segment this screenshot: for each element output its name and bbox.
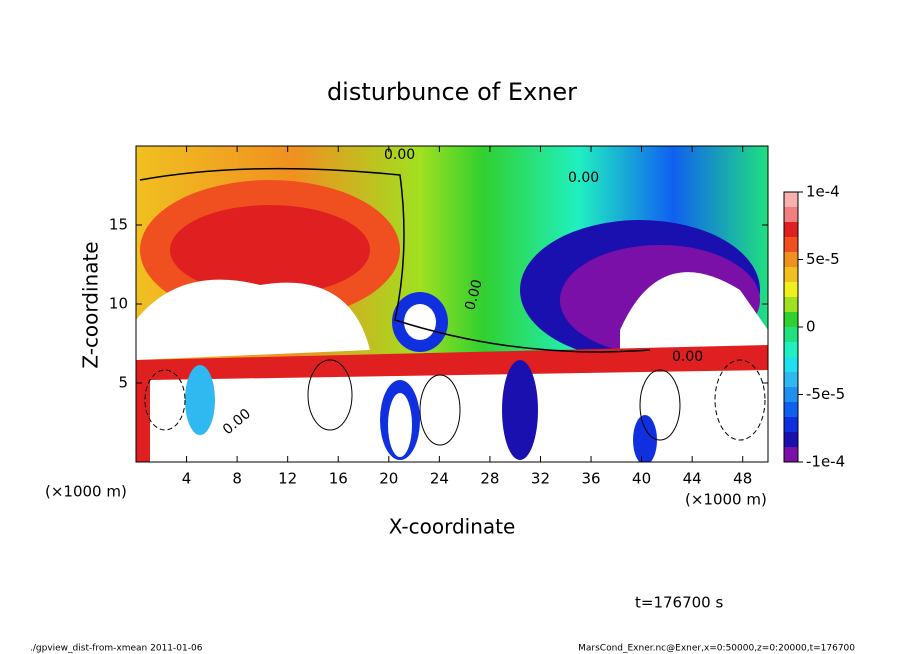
colorbar-swatch <box>784 222 798 237</box>
x-tick-label: 36 <box>581 470 600 488</box>
colorbar-swatch <box>784 207 798 222</box>
x-tick-label: 24 <box>430 470 449 488</box>
x-tick-label: 16 <box>329 470 348 488</box>
x-tick-label: 48 <box>733 470 752 488</box>
colorbar-swatch <box>784 327 798 342</box>
x-tick-label: 4 <box>182 470 192 488</box>
footer: MarsCond_Exner.nc@Exner,x=0:50000,z=0:20… <box>578 644 855 654</box>
colorbar-tick-label: -5e-5 <box>806 385 845 403</box>
colorbar-swatch <box>784 402 798 417</box>
contour-label: 0.00 <box>462 278 486 312</box>
contour-field <box>136 146 768 462</box>
contour-label: 0.00 <box>384 147 415 163</box>
x-tick-label: 8 <box>232 470 242 488</box>
y-tick-label: 10 <box>109 295 128 313</box>
colorbar-swatch <box>784 267 798 282</box>
colorbar-swatch <box>784 312 798 327</box>
x-unit-label: (×1000 m) <box>45 483 127 501</box>
colorbar-swatch <box>784 387 798 402</box>
colorbar-tick-label: 1e-4 <box>806 183 840 201</box>
colorbar-swatch <box>784 252 798 267</box>
contour-label: 0.00 <box>568 170 599 186</box>
x-unit-label: (×1000 m) <box>685 491 767 509</box>
colorbar-swatch <box>784 342 798 357</box>
x-tick-label: 28 <box>480 470 499 488</box>
annotation: t=176700 s <box>635 594 723 612</box>
colorbar-tick-label: -1e-4 <box>806 453 845 471</box>
x-axis-label: X-coordinate <box>389 515 516 539</box>
colorbar-tick-label: 0 <box>806 318 816 336</box>
colorbar-tick-label: 5e-5 <box>806 250 840 268</box>
y-axis-label: Z-coordinate <box>79 241 103 368</box>
colorbar-swatch <box>784 417 798 432</box>
x-tick-label: 44 <box>683 470 702 488</box>
colorbar-swatch <box>784 357 798 372</box>
y-tick-label: 5 <box>118 374 128 392</box>
x-tick-label: 40 <box>632 470 651 488</box>
x-tick-label: 32 <box>531 470 550 488</box>
colorbar-swatch <box>784 282 798 297</box>
x-tick-label: 12 <box>278 470 297 488</box>
colorbar-swatch <box>784 447 798 462</box>
footer: ./gpview_dist-from-xmean 2011-01-06 <box>30 644 203 654</box>
contour-label: 0.00 <box>672 349 703 365</box>
x-tick-label: 20 <box>379 470 398 488</box>
colorbar-swatch <box>784 237 798 252</box>
colorbar-swatch <box>784 432 798 447</box>
y-tick-label: 15 <box>109 216 128 234</box>
colorbar-swatch <box>784 297 798 312</box>
colorbar-swatch <box>784 372 798 387</box>
chart-title: disturbunce of Exner <box>327 78 577 106</box>
colorbar-swatch <box>784 192 798 207</box>
